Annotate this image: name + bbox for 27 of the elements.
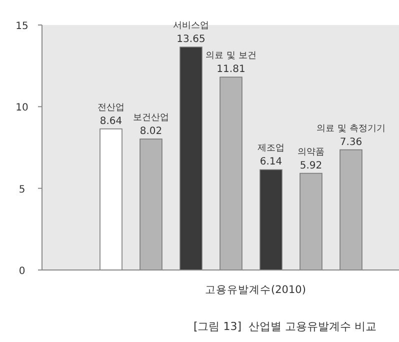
- bar: [220, 76, 242, 270]
- data-label: 8.64: [100, 116, 122, 127]
- bar: [260, 169, 282, 270]
- x-tick-label: 서비스업: [173, 21, 209, 32]
- y-tick-label: 10: [16, 102, 28, 114]
- x-tick-label: 보건산업: [133, 113, 169, 124]
- y-tick-label: 5: [18, 184, 26, 196]
- x-tick-label: 제조업: [258, 144, 284, 154]
- x-tick-label: 전산업: [98, 102, 124, 113]
- text: [그림 13] 산업별 고용유발계수 비교: [193, 320, 377, 333]
- data-label: 8.02: [140, 126, 162, 138]
- data-label: 6.14: [260, 156, 282, 168]
- y-tick-label: 0: [18, 266, 26, 277]
- bar: [140, 138, 162, 270]
- data-label: 7.36: [340, 136, 362, 148]
- bar: [300, 172, 322, 270]
- x-tick-label: 의약품: [298, 147, 324, 158]
- bar: [180, 46, 202, 270]
- x-tick-label: 의료 및 보건: [206, 51, 256, 62]
- x-axis-title: 고용유발계수(2010): [205, 284, 306, 296]
- x-tick-label: 의료 및 측정기기: [316, 124, 386, 134]
- y-tick-label: 15: [16, 21, 28, 32]
- data-label: 5.92: [300, 160, 322, 172]
- data-label: 13.65: [176, 34, 206, 46]
- bar: [340, 149, 362, 270]
- bar: [100, 128, 122, 270]
- data-label: 11.81: [216, 64, 246, 76]
